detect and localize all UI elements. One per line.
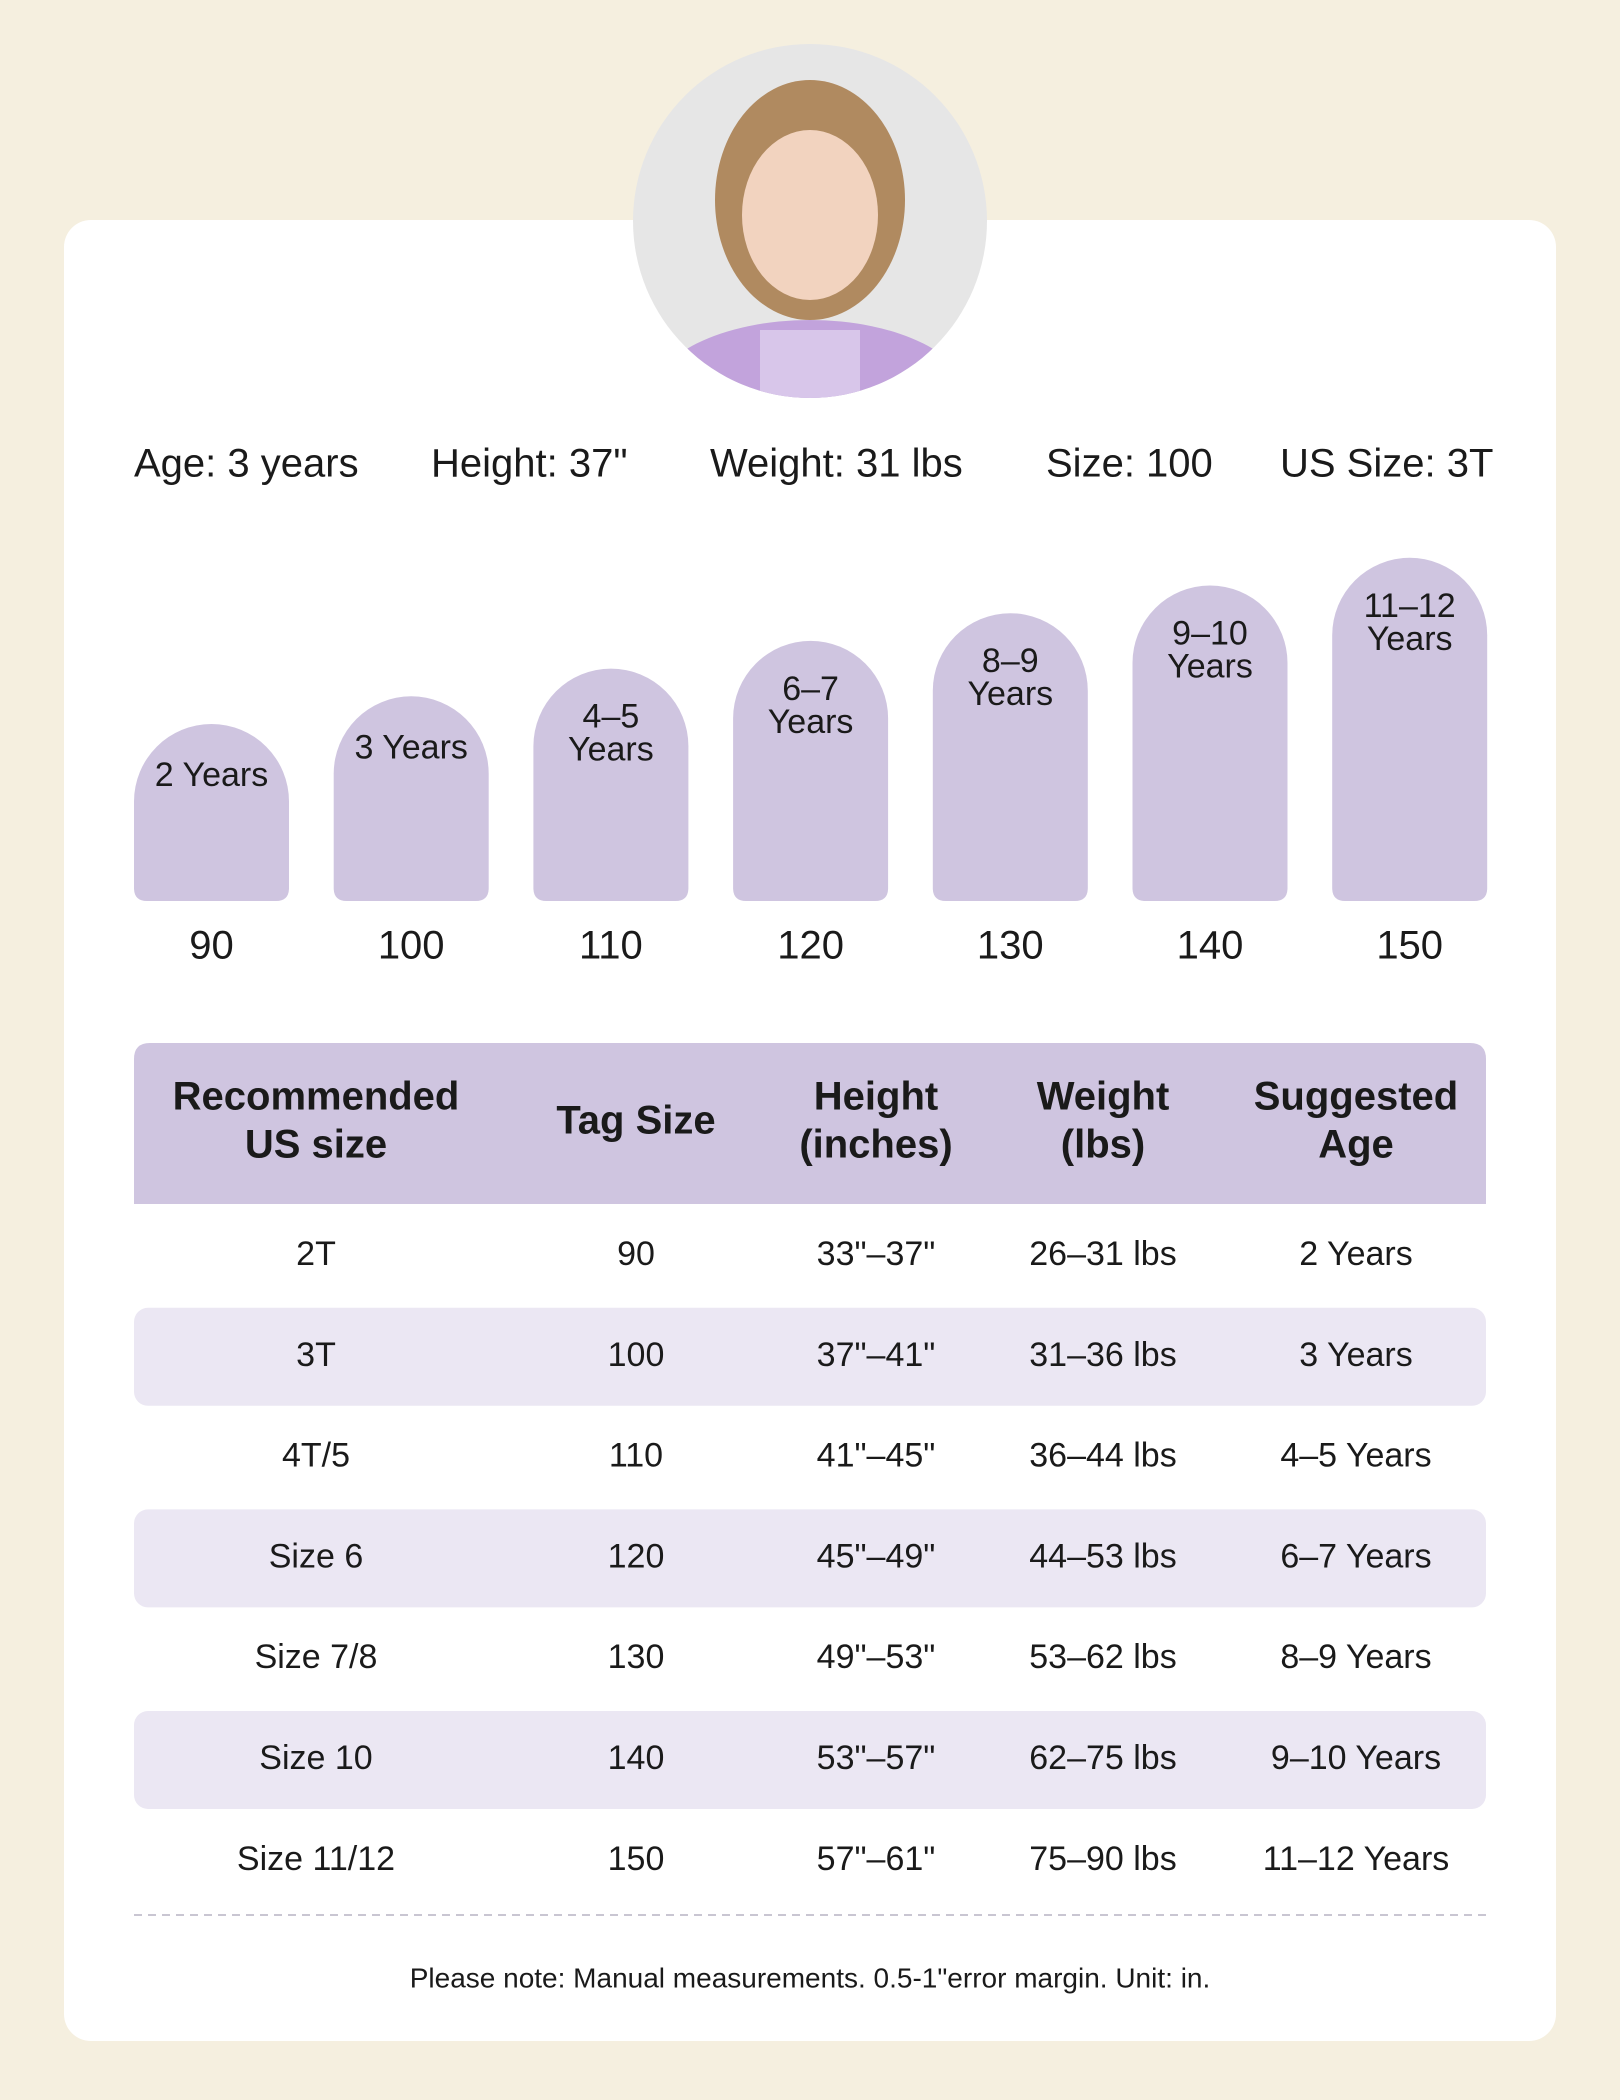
table-cell: 62–75 lbs: [1029, 1739, 1176, 1777]
header-cell: (lbs): [1061, 1123, 1145, 1167]
header-cell: Weight: [1037, 1075, 1170, 1119]
table-cell: 2T: [296, 1235, 336, 1273]
table-cell: 9–10 Years: [1271, 1739, 1441, 1777]
header-cell: Age: [1318, 1123, 1394, 1167]
arch-label: Years: [768, 703, 854, 741]
profile-stat: Weight: 31 lbs: [710, 442, 963, 486]
table-cell: 53–62 lbs: [1029, 1638, 1176, 1676]
row-band: [134, 1307, 1486, 1406]
table-cell: 53"–57": [817, 1739, 936, 1777]
header-cell: Recommended: [173, 1075, 460, 1119]
arch-label: Years: [1367, 620, 1453, 658]
table-cell: 3T: [296, 1336, 336, 1374]
photo: [633, 44, 987, 398]
table-cell: 44–53 lbs: [1029, 1537, 1176, 1575]
table-cell: 37"–41": [817, 1336, 936, 1374]
header-cell: Tag Size: [556, 1099, 715, 1143]
arch-label: Years: [967, 675, 1053, 713]
table-cell: Size 6: [269, 1537, 364, 1575]
table-cell: Size 10: [259, 1739, 372, 1777]
table-cell: 4–5 Years: [1280, 1437, 1431, 1475]
table-cell: 6–7 Years: [1280, 1537, 1431, 1575]
table-cell: 2 Years: [1299, 1235, 1412, 1273]
arch-label: 2 Years: [155, 756, 268, 794]
profile-stat: Size: 100: [1046, 442, 1213, 486]
table-cell: 11–12 Years: [1263, 1840, 1450, 1878]
arch-label: Years: [568, 731, 654, 769]
table-cell: 90: [617, 1235, 655, 1273]
table-cell: 41"–45": [817, 1437, 936, 1475]
table-cell: 140: [608, 1739, 665, 1777]
size-number: 90: [189, 924, 234, 968]
header-cell: Suggested: [1254, 1075, 1458, 1119]
size-number: 130: [977, 924, 1044, 968]
table-cell: 8–9 Years: [1280, 1638, 1431, 1676]
table-cell: 45"–49": [817, 1537, 936, 1575]
table-cell: 4T/5: [282, 1437, 350, 1475]
size-number: 120: [777, 924, 844, 968]
arch-label: 11–12: [1364, 587, 1456, 625]
table-cell: 36–44 lbs: [1029, 1437, 1176, 1475]
table-cell: Size 11/12: [237, 1840, 395, 1878]
table-cell: Size 7/8: [255, 1638, 378, 1676]
profile-stat: Age: 3 years: [134, 442, 359, 486]
row-band: [134, 1509, 1486, 1608]
size-arch: [533, 668, 689, 901]
table-cell: 75–90 lbs: [1029, 1840, 1176, 1878]
table-cell: 150: [608, 1840, 665, 1878]
arch-label: 3 Years: [354, 728, 467, 766]
size-number: 140: [1177, 924, 1244, 968]
table-cell: 110: [609, 1437, 663, 1475]
table-cell: 57"–61": [817, 1840, 936, 1878]
arch-label: 6–7: [782, 670, 839, 708]
note: Please note: Manual measurements. 0.5-1"…: [410, 1962, 1211, 1993]
table-cell: 100: [608, 1336, 665, 1374]
arch-label: 4–5: [583, 698, 640, 736]
table-cell: 130: [608, 1638, 665, 1676]
size-arch: [134, 724, 289, 901]
profile-stat: US Size: 3T: [1280, 442, 1493, 486]
row-band: [134, 1711, 1486, 1809]
profile-stat: Height: 37": [431, 442, 628, 486]
size-arch: [733, 640, 889, 901]
size-arch: [1132, 585, 1288, 901]
arch-label: 9–10: [1172, 614, 1248, 652]
header-cell: US size: [245, 1123, 387, 1167]
header-cell: (inches): [799, 1123, 952, 1167]
size-number: 100: [378, 924, 445, 968]
size-number: 110: [579, 924, 643, 968]
table-cell: 49"–53": [817, 1638, 936, 1676]
table-cell: 26–31 lbs: [1029, 1235, 1176, 1273]
size-arch: [1332, 557, 1488, 901]
size-number: 150: [1376, 924, 1443, 968]
table-header: [134, 1043, 1486, 1204]
arch-label: Years: [1167, 647, 1253, 685]
table-cell: 33"–37": [817, 1235, 936, 1273]
size-arch: [333, 696, 489, 901]
table-cell: 120: [608, 1537, 665, 1575]
header-cell: Height: [814, 1075, 938, 1119]
size-arch: [932, 613, 1088, 901]
arch-label: 8–9: [982, 642, 1039, 680]
table-cell: 31–36 lbs: [1029, 1336, 1176, 1374]
table-cell: 3 Years: [1299, 1336, 1412, 1374]
